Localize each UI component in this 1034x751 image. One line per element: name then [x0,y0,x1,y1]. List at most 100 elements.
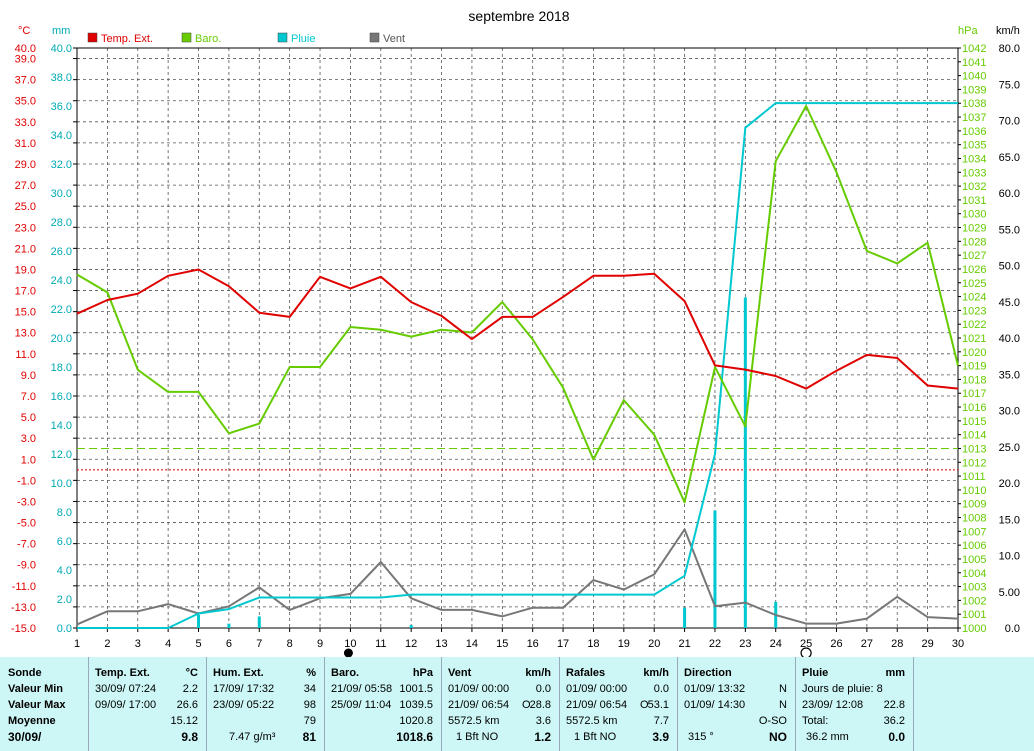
x-tick-label: 4 [165,638,171,650]
x-tick-label: 10 [344,638,356,650]
wind-tick-label: 0.0 [1005,623,1020,635]
x-tick-label: 28 [891,638,903,650]
vent-beaufort: 1 Bft NO [456,731,499,743]
baro-tick-label: 1041 [962,57,986,69]
baro-line [76,105,959,504]
baro-tick-label: 1019 [962,361,986,373]
x-tick-label: 18 [587,638,599,650]
rafales-title: Rafales [566,667,606,679]
baro-tick-label: 1033 [962,167,986,179]
baro-tick-label: 1006 [962,540,986,552]
temp-tick-label: 17.0 [15,286,36,298]
baro-tick-label: 1034 [962,153,986,165]
rain-tick-label: 32.0 [51,159,72,171]
temp-tick-label: 33.0 [15,117,36,129]
wind-tick-label: 25.0 [999,442,1020,454]
temp-tick-label: 37.0 [15,75,36,87]
baro-tick-label: 1035 [962,140,986,152]
vent-max-direction: O [522,699,531,711]
wind-tick-label: 65.0 [999,152,1020,164]
direction-current: NO [769,730,787,744]
direction-moyenne: O-SO [758,715,787,727]
rafales-max-direction: O [640,699,649,711]
rafales-unit: km/h [643,667,669,679]
chart-title: septembre 2018 [468,8,569,24]
stats-label-date: 30/09/ [8,730,42,744]
rain-tick-label: 6.0 [57,536,72,548]
x-tick-label: 11 [375,638,386,650]
x-tick-label: 17 [557,638,569,650]
baro-max-value: 1039.5 [399,699,433,711]
pluie-total: 36.2 [883,715,905,727]
temp-tick-label: -7.0 [17,539,36,551]
x-tick-label: 14 [466,638,478,650]
temp-tick-label: 35.0 [15,96,36,108]
wind-line [76,528,959,626]
baro-tick-label: 1025 [962,278,986,290]
direction-title: Direction [684,667,732,679]
x-tick-label: 25 [800,638,812,650]
rain-tick-label: 22.0 [51,304,72,316]
pluie-unit: mm [885,667,905,679]
baro-tick-label: 1024 [962,292,986,304]
rain-cumul-line [77,102,958,629]
rain-tick-label: 4.0 [57,565,72,577]
x-tick-label: 13 [435,638,447,650]
temp-tick-label: -15.0 [11,623,36,635]
rain-tick-label: 40.0 [51,43,72,55]
baro-tick-label: 1039 [962,84,986,96]
baro-tick-label: 1018 [962,374,986,386]
rain-tick-label: 18.0 [51,362,72,374]
x-tick-label: 2 [104,638,110,650]
temp-tick-label: 39.0 [15,54,36,66]
x-tick-label: 9 [317,638,323,650]
temp-tick-label: 5.0 [21,412,36,424]
baro-tick-label: 1016 [962,402,986,414]
temp-tick-label: -11.0 [12,581,36,593]
stats-col-temp: Temp. Ext. °C 30/09/ 07:24 2.2 09/09/ 17… [88,657,206,751]
x-tick-label: 16 [527,638,539,650]
baro-tick-label: 1012 [962,457,986,469]
stats-col-direction: Direction 01/09/ 13:32 N 01/09/ 14:30 N … [677,657,795,751]
stats-panel: Sonde Valeur Min Valeur Max Moyenne 30/0… [0,657,1034,751]
x-tick-label: 6 [226,638,232,650]
baro-tick-label: 1015 [962,416,986,428]
wind-tick-label: 10.0 [999,551,1020,563]
rain-tick-label: 26.0 [51,246,72,258]
rain-tick-label: 0.0 [57,623,72,635]
hum-min-value: 34 [303,683,316,695]
rafales-max-date: 21/09/ 06:54 [566,699,628,711]
temp-tick-label: 40.0 [15,43,36,55]
baro-tick-label: 1010 [962,485,986,497]
grid [76,47,959,629]
direction-max-value: N [779,699,787,711]
full-moon-icon [800,647,812,657]
x-tick-label: 12 [405,638,417,650]
baro-tick-label: 1020 [962,347,986,359]
legend-swatch [181,32,192,43]
chart-marks [76,102,959,629]
temp-tick-label: 7.0 [21,391,36,403]
vent-distance: 5572.5 km [448,715,500,727]
baro-tick-label: 1009 [962,499,986,511]
x-tick-label: 29 [921,638,933,650]
wind-tick-label: 75.0 [999,79,1020,91]
baro-tick-label: 1011 [962,471,986,483]
baro-tick-label: 1013 [962,443,986,455]
vent-unit: km/h [525,667,551,679]
hum-max-date: 23/09/ 05:22 [213,699,275,711]
legend-label: Temp. Ext. [101,33,153,45]
temp-tick-label: 13.0 [15,328,36,340]
rain-daily-bar [743,297,747,628]
wind-tick-label: 20.0 [999,478,1020,490]
rain-tick-label: 10.0 [51,478,72,490]
x-tick-label: 15 [496,638,508,650]
vent-max-date: 21/09/ 06:54 [448,699,510,711]
x-tick-label: 19 [618,638,630,650]
temp-tick-label: 21.0 [15,243,36,255]
rafales-beaufort: 1 Bft NO [574,731,617,743]
wind-tick-label: 5.00 [999,587,1020,599]
rafales-min-value: 0.0 [653,683,669,695]
rain-daily-bar [713,510,717,628]
rain-tick-label: 28.0 [51,217,72,229]
